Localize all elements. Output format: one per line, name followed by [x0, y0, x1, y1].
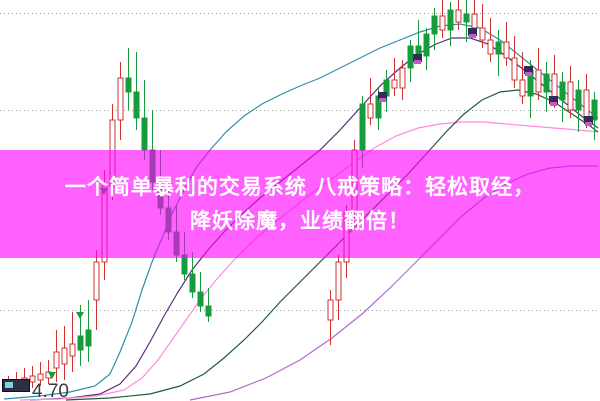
candle — [141, 80, 148, 160]
candle — [479, 4, 486, 48]
candle — [189, 252, 196, 298]
candle — [69, 312, 76, 372]
candle — [85, 300, 92, 362]
sell-signal-tail — [585, 122, 592, 126]
candle — [37, 362, 44, 386]
sell-signal-badge — [378, 92, 387, 100]
candle — [431, 8, 438, 50]
candle — [423, 28, 430, 70]
candle — [591, 92, 598, 140]
candle — [543, 62, 550, 112]
candle — [407, 40, 414, 82]
sell-signal-badge — [549, 96, 558, 104]
candle — [559, 72, 566, 122]
promo-banner-line-2: 降妖除魔，业绩翻倍！ — [190, 209, 410, 233]
candle — [463, 0, 470, 42]
candle — [447, 2, 454, 46]
candle — [399, 60, 406, 100]
candle — [125, 48, 132, 110]
candle — [197, 272, 204, 312]
sell-signal-tail — [469, 34, 476, 38]
candle — [367, 78, 374, 125]
candle — [567, 66, 574, 118]
candle — [519, 52, 526, 104]
gridlines — [0, 13, 600, 311]
candle — [21, 368, 28, 390]
signal-markers — [48, 28, 593, 379]
candle — [29, 366, 36, 388]
candle — [93, 250, 100, 330]
candle — [455, 0, 462, 30]
candle — [205, 288, 212, 322]
candle — [383, 70, 390, 112]
buy-signal-arrow — [48, 372, 56, 379]
candle — [575, 80, 582, 132]
sell-signal-tail — [550, 102, 557, 106]
candle — [439, 0, 446, 38]
candle — [335, 255, 342, 320]
candle — [5, 376, 12, 390]
sell-signal-tail — [525, 72, 532, 76]
promo-banner-overlay: 一个简单暴利的交易系统 八戒策略：轻松取经， 降妖除魔，业绩翻倍！ — [0, 150, 600, 258]
candle — [13, 372, 20, 392]
sell-signal-tail — [414, 60, 421, 64]
candle — [503, 22, 510, 66]
sell-signal-badge — [584, 116, 593, 124]
sell-signal-badge — [524, 66, 533, 74]
sell-signal-badge — [413, 54, 422, 62]
candle — [535, 48, 542, 100]
candle — [327, 290, 334, 345]
candle — [117, 62, 124, 140]
candle — [487, 18, 494, 62]
candle — [133, 52, 140, 130]
sell-signal-badge — [468, 28, 477, 36]
buy-signal-arrow — [76, 312, 84, 319]
candle — [61, 326, 68, 380]
candle — [391, 58, 398, 96]
candle — [511, 36, 518, 88]
candle — [495, 30, 502, 76]
sell-signal-tail — [379, 98, 386, 102]
promo-banner-line-1: 一个简单暴利的交易系统 八戒策略：轻松取经， — [64, 175, 536, 199]
candle — [53, 330, 60, 382]
